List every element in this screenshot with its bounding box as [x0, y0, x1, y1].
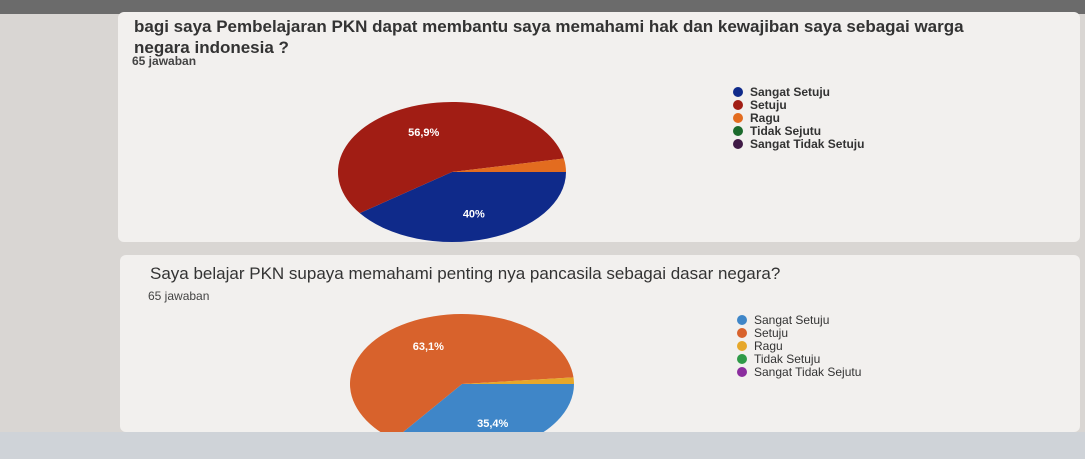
- legend-label: Ragu: [750, 111, 780, 125]
- slice-label: 40%: [463, 208, 485, 220]
- legend-swatch: [737, 315, 747, 325]
- legend-swatch: [733, 100, 743, 110]
- slice-label: 35,4%: [477, 418, 508, 430]
- legend-label: Sangat Setuju: [750, 85, 830, 99]
- legend-label: Sangat Setuju: [754, 313, 829, 327]
- legend-label: Tidak Setuju: [754, 352, 820, 366]
- legend-swatch: [737, 328, 747, 338]
- slice-label: 56,9%: [408, 127, 439, 139]
- legend-swatch: [733, 87, 743, 97]
- slice-label: 63,1%: [413, 341, 444, 353]
- legend-label: Setuju: [754, 326, 788, 340]
- legend-swatch: [733, 113, 743, 123]
- legend-swatch: [737, 354, 747, 364]
- legend-label: Sangat Tidak Sejutu: [754, 365, 861, 379]
- legend-swatch: [733, 126, 743, 136]
- legend-swatch: [737, 367, 747, 377]
- legend-label: Setuju: [750, 98, 787, 112]
- legend-swatch: [737, 341, 747, 351]
- screenshot: bagi saya Pembelajaran PKN dapat membant…: [0, 0, 1085, 459]
- legend-swatch: [733, 139, 743, 149]
- taskbar: [0, 432, 1085, 459]
- legend-label: Ragu: [754, 339, 783, 353]
- legend-label: Sangat Tidak Setuju: [750, 137, 864, 151]
- legend-label: Tidak Sejutu: [750, 124, 821, 138]
